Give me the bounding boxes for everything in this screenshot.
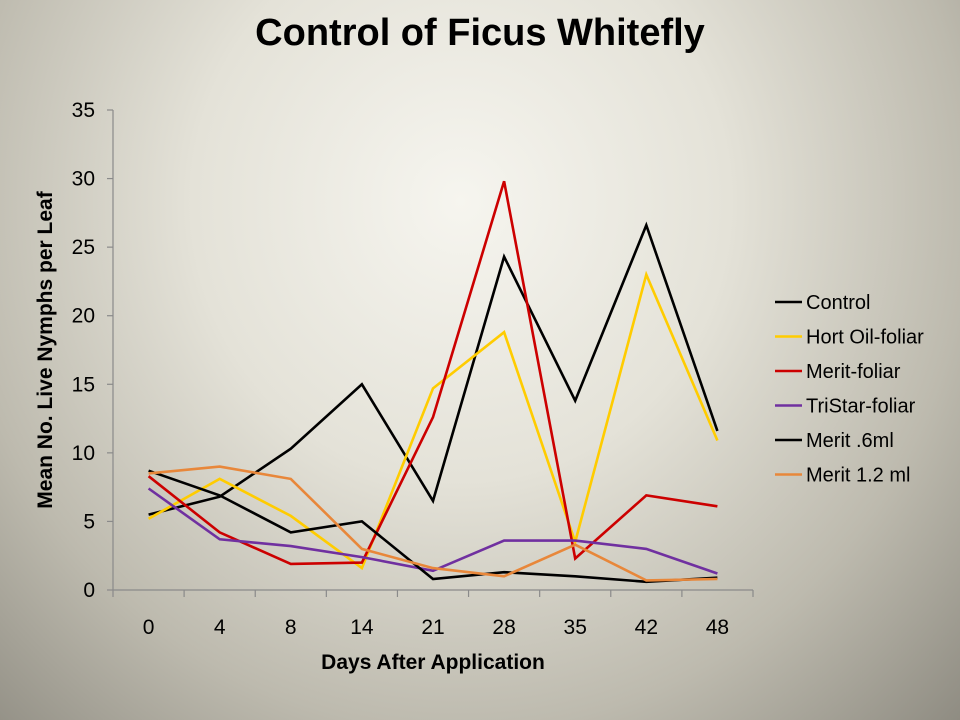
x-tick-label: 35 bbox=[564, 616, 587, 639]
chart-title: Control of Ficus Whitefly bbox=[255, 12, 705, 54]
y-tick-label: 15 bbox=[72, 373, 95, 396]
series-line-merit-6ml bbox=[148, 469, 718, 584]
series-line-merit-foliar bbox=[147, 180, 718, 566]
x-tick-label: 4 bbox=[214, 616, 226, 639]
y-tick-label: 20 bbox=[72, 305, 95, 328]
y-tick-label: 30 bbox=[72, 168, 95, 191]
legend-label-control: Control bbox=[806, 292, 870, 314]
series-line-tristar-foliar bbox=[147, 487, 718, 575]
y-axis-label: Mean No. Live Nymphs per Leaf bbox=[34, 190, 57, 508]
y-tick-label: 35 bbox=[72, 99, 95, 122]
x-tick-label: 14 bbox=[350, 616, 374, 639]
x-tick-label: 0 bbox=[143, 616, 155, 639]
legend: Control Hort Oil-foliar Merit-foliar TriSta… bbox=[775, 292, 924, 487]
legend-label-merit-1-2-ml: Merit 1.2 ml bbox=[806, 465, 910, 487]
x-tick-label: 21 bbox=[421, 616, 444, 639]
series-lines bbox=[147, 180, 719, 584]
x-tick-label: 8 bbox=[285, 616, 297, 639]
series-line-hort-oil-foliar bbox=[147, 270, 719, 571]
y-tick-label: 10 bbox=[72, 442, 95, 465]
legend-label-tristar-foliar: TriStar-foliar bbox=[806, 396, 916, 418]
x-tick-label: 28 bbox=[492, 616, 515, 639]
x-ticks: 0 4 8 14 21 28 35 42 48 bbox=[112, 590, 754, 639]
y-tick-label: 25 bbox=[72, 236, 95, 259]
legend-label-hort-oil-foliar: Hort Oil-foliar bbox=[806, 327, 924, 349]
y-tick-label: 0 bbox=[83, 579, 95, 602]
series-line-control bbox=[148, 221, 719, 516]
legend-label-merit-foliar: Merit-foliar bbox=[806, 361, 901, 383]
legend-label-merit-6ml: Merit .6ml bbox=[806, 430, 894, 452]
series-line-merit-1-2-ml bbox=[148, 465, 718, 582]
x-tick-label: 48 bbox=[706, 616, 729, 639]
x-tick-label: 42 bbox=[635, 616, 658, 639]
y-tick-label: 5 bbox=[83, 510, 95, 533]
y-ticks: 0 5 10 15 20 25 30 35 bbox=[72, 99, 113, 602]
x-axis-label: Days After Application bbox=[321, 651, 545, 674]
